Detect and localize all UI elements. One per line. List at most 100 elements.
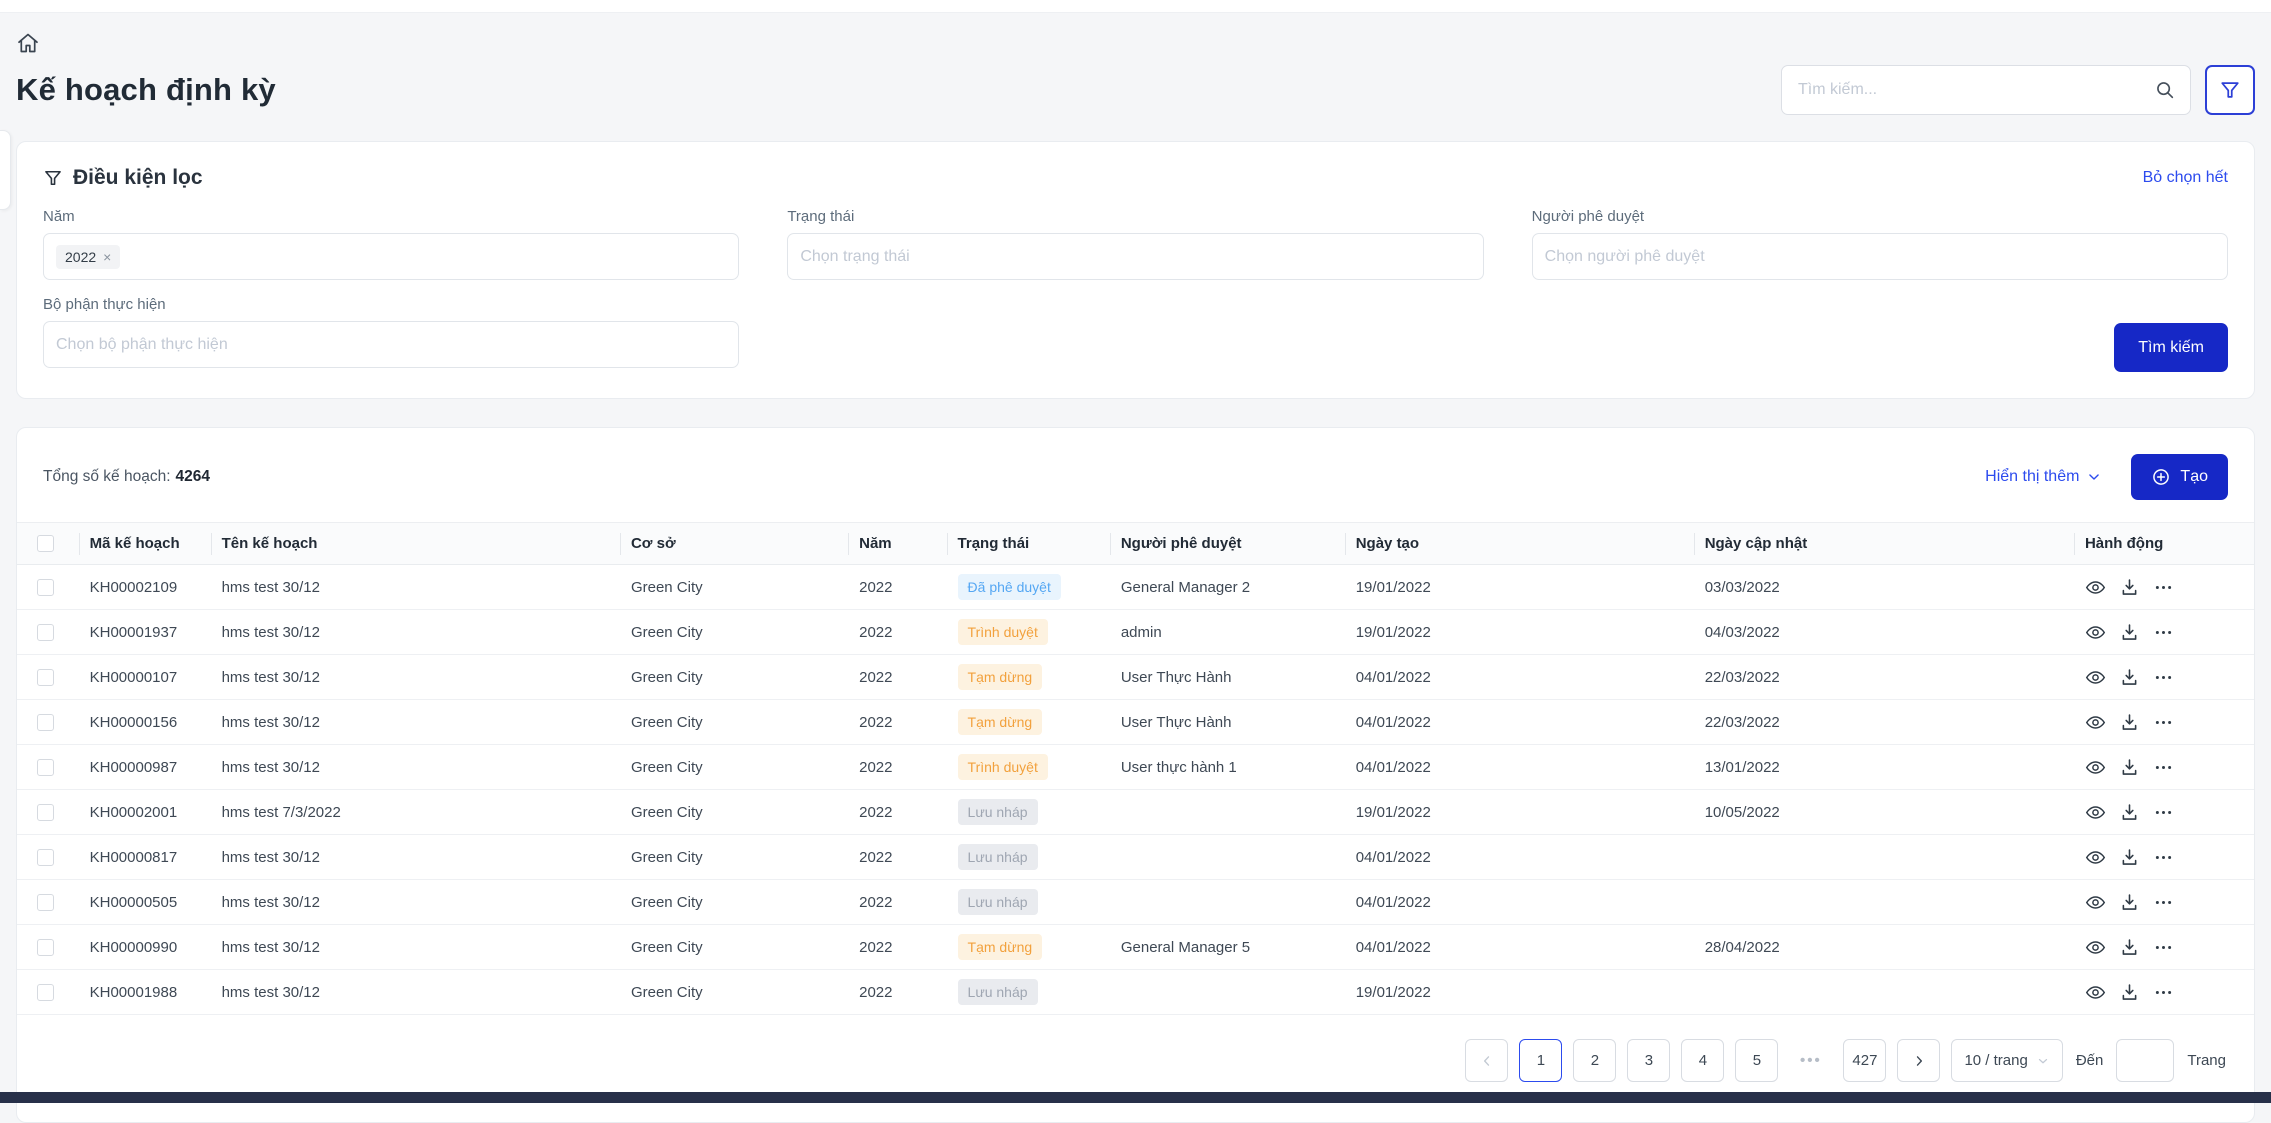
cell-year: 2022 xyxy=(849,879,948,925)
pagination: 1 2 3 4 5 ••• 427 10 / trang Đến Trang xyxy=(17,1015,2254,1122)
cell-year: 2022 xyxy=(849,564,948,610)
row-checkbox[interactable] xyxy=(37,848,54,866)
cell-plan-name: hms test 30/12 xyxy=(211,744,621,790)
page-button-4[interactable]: 4 xyxy=(1681,1039,1725,1082)
cell-approver xyxy=(1110,969,1346,1015)
eye-icon[interactable] xyxy=(2085,667,2106,688)
cell-plan-name: hms test 30/12 xyxy=(211,609,621,655)
cell-facility: Green City xyxy=(620,609,850,655)
goto-page-input[interactable] xyxy=(2116,1039,2175,1082)
search-icon[interactable] xyxy=(2154,79,2176,101)
eye-icon[interactable] xyxy=(2085,577,2106,598)
cell-created-date: 04/01/2022 xyxy=(1345,699,1695,745)
page-button-427[interactable]: 427 xyxy=(1843,1039,1887,1082)
row-checkbox[interactable] xyxy=(37,893,54,911)
table-row: KH00002109 hms test 30/12 Green City 202… xyxy=(17,564,2254,610)
eye-icon[interactable] xyxy=(2085,802,2106,823)
eye-icon[interactable] xyxy=(2085,892,2106,913)
department-placeholder: Chọn bộ phận thực hiện xyxy=(56,335,228,353)
page-button-5[interactable]: 5 xyxy=(1735,1039,1779,1082)
filter-toggle-button[interactable] xyxy=(2205,65,2255,115)
ellipsis-icon[interactable] xyxy=(2153,757,2174,778)
eye-icon[interactable] xyxy=(2085,622,2106,643)
download-icon[interactable] xyxy=(2119,712,2140,733)
ellipsis-icon[interactable] xyxy=(2153,667,2174,688)
ellipsis-icon[interactable] xyxy=(2153,892,2174,913)
download-icon[interactable] xyxy=(2119,622,2140,643)
plans-table-card: Tổng số kế hoạch: 4264 Hiển thị thêm Tạo xyxy=(16,427,2255,1123)
cell-updated-date: 22/03/2022 xyxy=(1694,699,2075,745)
eye-icon[interactable] xyxy=(2085,757,2106,778)
cell-updated-date xyxy=(1694,879,2075,925)
year-select[interactable]: 2022 × xyxy=(43,233,740,280)
download-icon[interactable] xyxy=(2119,847,2140,868)
row-checkbox[interactable] xyxy=(37,668,54,686)
row-checkbox[interactable] xyxy=(37,938,54,956)
pagination-ellipsis[interactable]: ••• xyxy=(1800,1052,1822,1069)
page-button-1[interactable]: 1 xyxy=(1519,1039,1563,1082)
ellipsis-icon[interactable] xyxy=(2153,982,2174,1003)
home-icon[interactable] xyxy=(16,31,40,55)
close-icon[interactable]: × xyxy=(103,248,112,265)
create-button[interactable]: Tạo xyxy=(2131,454,2228,500)
cell-year: 2022 xyxy=(849,609,948,655)
row-checkbox[interactable] xyxy=(37,713,54,731)
cell-approver xyxy=(1110,834,1346,880)
cell-facility: Green City xyxy=(620,924,850,970)
clear-all-link[interactable]: Bỏ chọn hết xyxy=(2142,169,2228,186)
row-checkbox[interactable] xyxy=(37,623,54,641)
ellipsis-icon[interactable] xyxy=(2153,937,2174,958)
eye-icon[interactable] xyxy=(2085,937,2106,958)
row-checkbox[interactable] xyxy=(37,758,54,776)
download-icon[interactable] xyxy=(2119,937,2140,958)
cell-approver: User thực hành 1 xyxy=(1110,744,1346,790)
cell-plan-name: hms test 30/12 xyxy=(211,924,621,970)
search-button[interactable]: Tìm kiếm xyxy=(2114,323,2228,372)
table-header-row: Mã kế hoạch Tên kế hoạch Cơ sở Năm Trạng thá… xyxy=(17,522,2254,565)
download-icon[interactable] xyxy=(2119,757,2140,778)
row-checkbox[interactable] xyxy=(37,983,54,1001)
row-checkbox[interactable] xyxy=(37,803,54,821)
row-checkbox[interactable] xyxy=(37,578,54,596)
cell-approver xyxy=(1110,789,1346,835)
eye-icon[interactable] xyxy=(2085,847,2106,868)
download-icon[interactable] xyxy=(2119,667,2140,688)
status-badge: Tạm dừng xyxy=(957,709,1043,735)
status-select[interactable]: Chọn trạng thái xyxy=(787,233,1484,280)
department-select[interactable]: Chọn bộ phận thực hiện xyxy=(43,321,740,368)
ellipsis-icon[interactable] xyxy=(2153,712,2174,733)
page-button-3[interactable]: 3 xyxy=(1627,1039,1671,1082)
download-icon[interactable] xyxy=(2119,802,2140,823)
approver-placeholder: Chọn người phê duyệt xyxy=(1544,247,1705,265)
cell-plan-name: hms test 30/12 xyxy=(211,969,621,1015)
page-size-select[interactable]: 10 / trang xyxy=(1951,1039,2063,1082)
eye-icon[interactable] xyxy=(2085,982,2106,1003)
download-icon[interactable] xyxy=(2119,982,2140,1003)
status-badge: Đã phê duyệt xyxy=(957,574,1061,600)
cell-year: 2022 xyxy=(849,699,948,745)
filter-panel-title: Điều kiện lọc xyxy=(43,166,203,190)
page-button-2[interactable]: 2 xyxy=(1573,1039,1617,1082)
download-icon[interactable] xyxy=(2119,577,2140,598)
year-tag: 2022 × xyxy=(56,244,121,269)
ellipsis-icon[interactable] xyxy=(2153,622,2174,643)
table-row: KH00000505 hms test 30/12 Green City 202… xyxy=(17,879,2254,925)
status-badge: Lưu nháp xyxy=(957,889,1038,915)
show-more-link[interactable]: Hiển thị thêm xyxy=(1985,468,2101,486)
eye-icon[interactable] xyxy=(2085,712,2106,733)
cell-year: 2022 xyxy=(849,789,948,835)
ellipsis-icon[interactable] xyxy=(2153,847,2174,868)
drawer-handle[interactable] xyxy=(0,130,11,210)
chevron-right-icon[interactable] xyxy=(1897,1039,1941,1082)
download-icon[interactable] xyxy=(2119,892,2140,913)
goto-label: Đến xyxy=(2075,1052,2104,1069)
search-input[interactable] xyxy=(1798,81,2154,99)
select-all-checkbox[interactable] xyxy=(37,535,54,553)
ellipsis-icon[interactable] xyxy=(2153,802,2174,823)
cell-updated-date: 03/03/2022 xyxy=(1694,564,2075,610)
chevron-left-icon[interactable] xyxy=(1465,1039,1509,1082)
approver-select[interactable]: Chọn người phê duyệt xyxy=(1531,233,2228,280)
cell-approver: admin xyxy=(1110,609,1346,655)
field-status: Trạng thái Chọn trạng thái xyxy=(787,208,1484,280)
ellipsis-icon[interactable] xyxy=(2153,577,2174,598)
